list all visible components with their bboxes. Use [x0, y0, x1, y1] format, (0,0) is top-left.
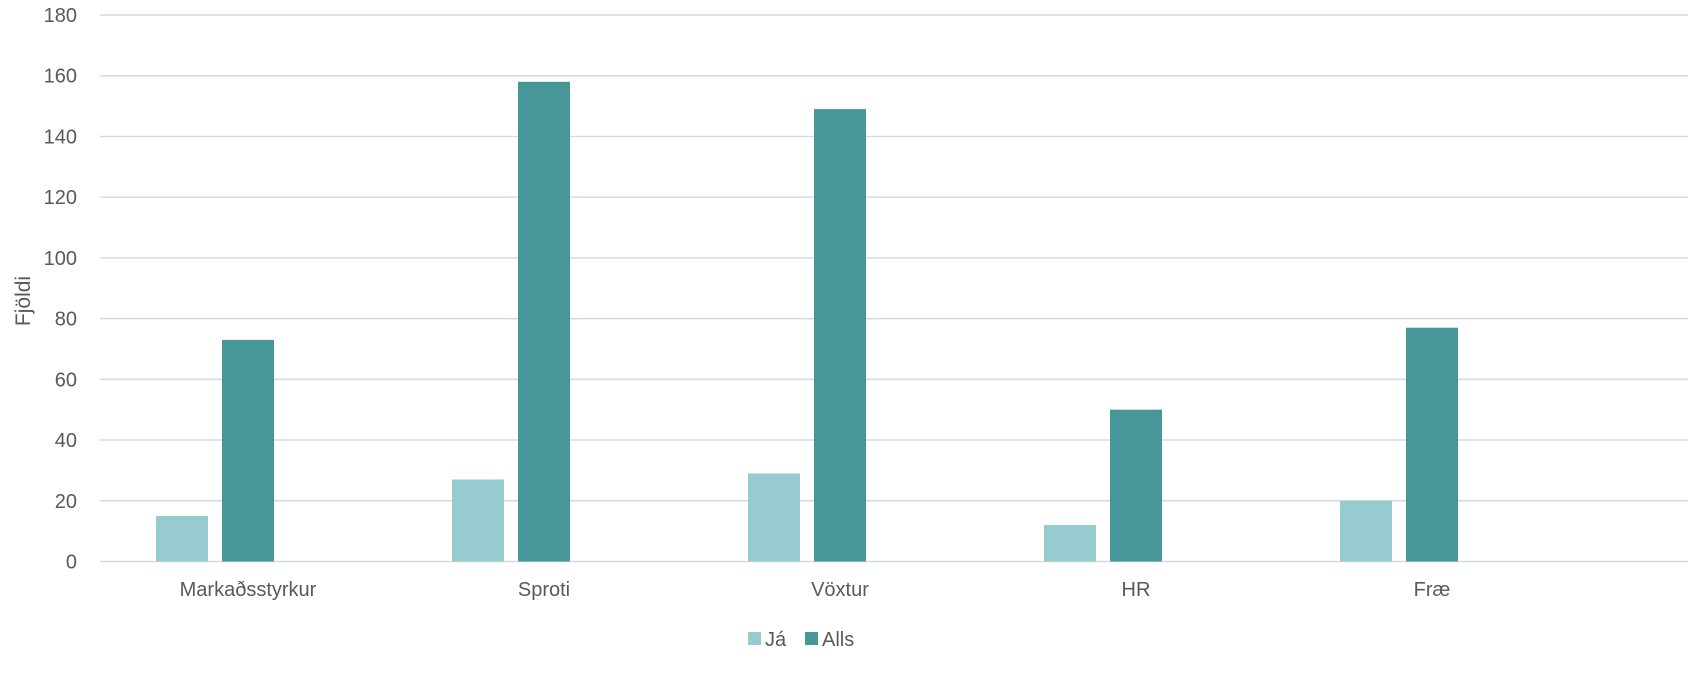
bar-alls-2: [814, 109, 866, 562]
x-tick-label: HR: [1122, 579, 1151, 601]
x-tick-label: Vöxtur: [811, 579, 869, 601]
bar-alls-0: [222, 339, 274, 562]
bar-j--3: [1044, 525, 1096, 562]
y-tick-label: 160: [44, 66, 77, 88]
legend-swatch-0: [748, 632, 761, 645]
y-tick-label: 60: [55, 369, 77, 391]
y-tick-label: 0: [66, 552, 77, 574]
bar-j--2: [748, 473, 800, 562]
bar-alls-4: [1406, 327, 1458, 562]
y-tick-label: 20: [55, 491, 77, 513]
y-tick-label: 140: [44, 126, 77, 148]
y-tick-label: 180: [44, 5, 77, 27]
gridlines: [100, 14, 1688, 563]
bar-j--4: [1340, 500, 1392, 562]
y-axis-title: Fjöldi: [12, 276, 35, 326]
x-tick-label: Markaðsstyrkur: [180, 579, 317, 601]
legend-label-1: Alls: [822, 629, 854, 651]
legend-label-0: Já: [765, 629, 787, 651]
bars: [156, 81, 1458, 562]
x-tick-label: Fræ: [1414, 579, 1451, 601]
bar-j--0: [156, 515, 208, 562]
y-tick-label: 80: [55, 309, 77, 331]
y-tick-label: 120: [44, 187, 77, 209]
bar-alls-3: [1110, 409, 1162, 562]
legend-swatch-1: [805, 632, 818, 645]
bar-j--1: [452, 479, 504, 562]
y-tick-label: 40: [55, 430, 77, 452]
legend: Já Alls: [748, 629, 854, 651]
y-tick-label: 100: [44, 248, 77, 270]
x-tick-label: Sproti: [518, 579, 570, 601]
x-axis-ticks: Markaðsstyrkur Sproti Vöxtur HR Fræ: [180, 579, 1451, 601]
bar-alls-1: [518, 81, 570, 562]
y-axis-ticks: 0 20 40 60 80 100 120 140 160 180: [44, 5, 77, 574]
